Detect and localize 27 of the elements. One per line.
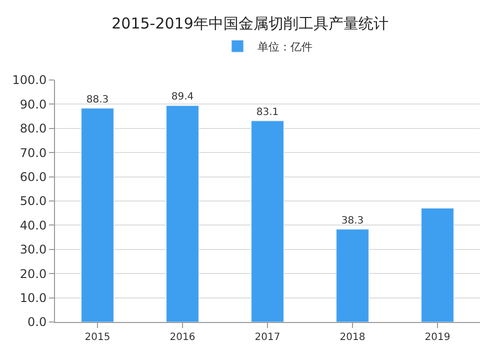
bar (166, 105, 199, 322)
y-tick-label: 10.0 (20, 291, 47, 305)
y-tick-label: 50.0 (20, 194, 47, 208)
y-tick-label: 20.0 (20, 266, 47, 281)
bar (336, 229, 369, 322)
y-tick-label: 100.0 (12, 73, 47, 88)
legend-label: 单位：亿件 (258, 40, 312, 54)
y-tick-label: 60.0 (20, 170, 47, 184)
y-tick-label: 30.0 (20, 242, 47, 257)
y-tick-label: 0.0 (28, 315, 47, 330)
x-tick-label: 2019 (424, 332, 450, 343)
y-tick-label: 90.0 (20, 97, 47, 112)
bar (251, 120, 284, 322)
data-label: 88.3 (86, 94, 109, 106)
bar (421, 208, 454, 322)
x-tick-label: 2017 (254, 332, 280, 343)
chart-title: 2015-2019年中国金属切削工具产量统计 (112, 14, 388, 33)
x-tick-label: 2018 (340, 332, 366, 343)
data-label: 89.4 (171, 92, 194, 103)
y-tick-label: 80.0 (20, 122, 47, 136)
y-tick-label: 40.0 (20, 218, 47, 232)
data-label: 83.1 (256, 106, 279, 118)
bar (81, 108, 114, 322)
x-tick-label: 2016 (170, 332, 196, 343)
data-label: 38.3 (341, 215, 364, 226)
x-tick-label: 2015 (84, 332, 110, 343)
y-tick-label: 70.0 (20, 146, 47, 160)
